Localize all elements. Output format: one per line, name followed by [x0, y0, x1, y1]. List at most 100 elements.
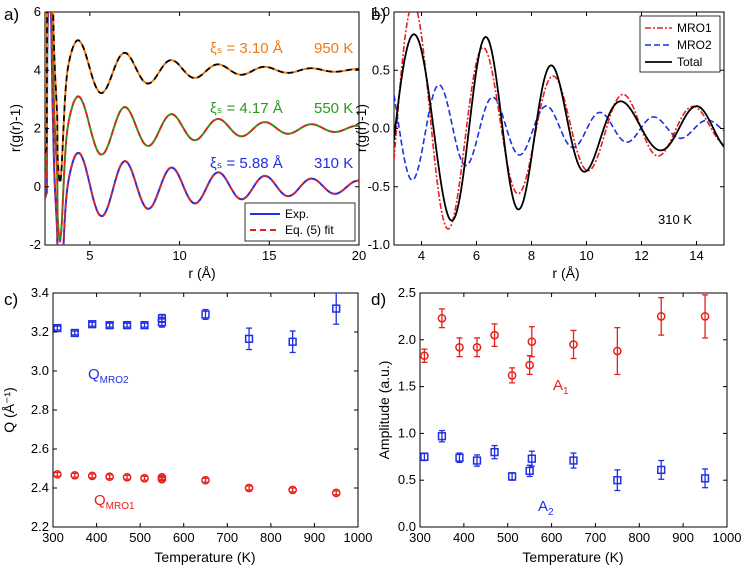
fit-curve-550-K [45, 12, 359, 243]
y-tick-label: 2 [34, 121, 41, 136]
data-point-Q_MRO2 [288, 330, 297, 354]
panel-b-legend: MRO1 MRO2 Total [639, 15, 721, 73]
y-tick-label: 0 [34, 179, 41, 194]
panel-a-curves [45, 12, 359, 245]
panel-b-xlabel: r (Å) [552, 265, 579, 281]
xi-label-310: ξₛ = 5.88 Å [210, 155, 283, 172]
data-point-Q_MRO1 [157, 472, 167, 482]
data-point-Q_MRO1 [201, 475, 210, 485]
x-tick-label: 1000 [713, 530, 742, 545]
x-tick-label: 1000 [344, 530, 373, 545]
x-tick-label: 700 [585, 530, 607, 545]
data-point-Q_MRO1 [331, 488, 341, 498]
y-tick-label: 1.0 [398, 425, 416, 440]
panel-b-temp-annotation: 310 K [658, 212, 692, 227]
panel-c-points [53, 292, 341, 498]
panel-c-ylabel: Q (Å⁻¹) [1, 387, 17, 433]
panel-b-curves [394, 12, 724, 230]
y-tick-label: 2.5 [398, 285, 416, 300]
x-tick-label: 4 [418, 248, 425, 263]
data-point-A_1 [656, 297, 666, 336]
panel-a: a) 5 10 15 20 -2 0 2 4 6 r (Å) r(g(r)-1) ξₛ = 3.… [4, 4, 366, 281]
panel-label-b: b) [371, 5, 386, 24]
data-point-Q_MRO1 [87, 471, 97, 481]
x-tick-label: 5 [86, 248, 93, 263]
data-point-A_1 [455, 337, 464, 358]
temp-label-550: 550 K [314, 100, 353, 117]
x-tick-label: 400 [453, 530, 475, 545]
legend-fit-label: Eq. (5) fit [285, 223, 334, 237]
legend-exp-label: Exp. [285, 207, 309, 221]
data-point-A_1 [472, 337, 482, 358]
data-point-A_2 [569, 452, 578, 469]
panel-d: d) 300 400 500 600 700 800 900 1000 0.0 0.5 1.0 1.5… [371, 285, 741, 565]
y-tick-label: 3.2 [31, 324, 49, 339]
x-tick-label: 900 [304, 530, 326, 545]
x-tick-label: 15 [262, 248, 276, 263]
data-point-A_2 [420, 452, 429, 462]
panel-c-ticks: 300 400 500 600 700 800 900 1000 2.2 2.4 2.6 2.8 3.0… [31, 285, 373, 545]
data-point-Q_MRO1 [105, 472, 114, 482]
x-tick-label: 800 [260, 530, 282, 545]
y-tick-label: 2.2 [31, 519, 49, 534]
data-point-Q_MRO2 [105, 321, 114, 330]
data-point-A_1 [525, 355, 534, 376]
data-point-Q_MRO1 [53, 470, 62, 479]
panel-a-xlabel: r (Å) [188, 265, 215, 281]
data-point-A_2 [700, 468, 710, 489]
data-point-Q_MRO1 [244, 483, 254, 493]
y-tick-label: 3.0 [31, 363, 49, 378]
x-tick-label: 20 [352, 248, 366, 263]
label-a2: A2 [538, 498, 554, 518]
label-q-mro2: QMRO2 [88, 366, 129, 386]
x-tick-label: 600 [541, 530, 563, 545]
data-point-A_2 [490, 444, 499, 460]
exp-curve-950-K [45, 12, 359, 183]
panel-label-a: a) [4, 5, 19, 24]
xi-label-550: ξₛ = 4.17 Å [210, 100, 283, 117]
data-point-A_1 [569, 329, 578, 360]
y-tick-label: 4 [34, 62, 41, 77]
data-point-Q_MRO2 [122, 321, 132, 330]
data-point-A_2 [527, 450, 536, 467]
label-q-mro1: QMRO1 [94, 492, 135, 512]
panel-d-frame [419, 292, 728, 528]
x-tick-label: 500 [497, 530, 519, 545]
panel-a-ticks: 5 10 15 20 -2 0 2 4 6 [29, 4, 366, 263]
panel-d-xlabel: Temperature (K) [522, 549, 623, 565]
y-tick-label: 2.8 [31, 402, 49, 417]
panel-a-legend: Exp. Eq. (5) fit [244, 202, 356, 242]
x-tick-label: 10 [172, 248, 186, 263]
y-tick-label: -0.5 [368, 179, 390, 194]
fit-curve-950-K [45, 12, 359, 184]
data-point-Q_MRO2 [140, 321, 149, 330]
data-point-Q_MRO1 [122, 472, 132, 482]
y-tick-label: 0.0 [372, 121, 390, 136]
y-tick-label: 2.0 [398, 332, 416, 347]
legend-mro1-label: MRO1 [677, 21, 712, 35]
data-point-Q_MRO1 [288, 485, 297, 495]
x-tick-label: 8 [528, 248, 535, 263]
data-point-A_1 [527, 326, 537, 358]
data-point-A_1 [420, 348, 429, 363]
panel-b-ticks: 4 6 8 10 12 14 -1.0 -0.5 0.0 0.5 1.0 [368, 4, 724, 263]
x-tick-label: 700 [216, 530, 238, 545]
panel-a-ylabel: r(g(r)-1) [7, 104, 23, 152]
y-tick-label: -2 [29, 237, 41, 252]
temp-label-950: 950 K [314, 40, 353, 57]
y-tick-label: -1.0 [368, 237, 390, 252]
data-point-Q_MRO2 [244, 327, 254, 351]
x-tick-label: 400 [86, 530, 108, 545]
panel-b: b) 4 6 8 10 12 14 -1.0 -0.5 0.0 0.5 1.0 r (Å) r(g(… [353, 4, 725, 281]
y-tick-label: 3.4 [31, 285, 49, 300]
label-a1: A1 [553, 377, 569, 397]
data-point-A_1 [437, 308, 447, 329]
x-tick-label: 500 [129, 530, 151, 545]
panel-c-xlabel: Temperature (K) [154, 549, 255, 565]
x-tick-label: 300 [409, 530, 431, 545]
y-tick-label: 1.5 [398, 379, 416, 394]
data-point-A_2 [657, 459, 666, 480]
data-point-Q_MRO1 [70, 470, 80, 480]
data-point-Q_MRO2 [88, 320, 97, 329]
